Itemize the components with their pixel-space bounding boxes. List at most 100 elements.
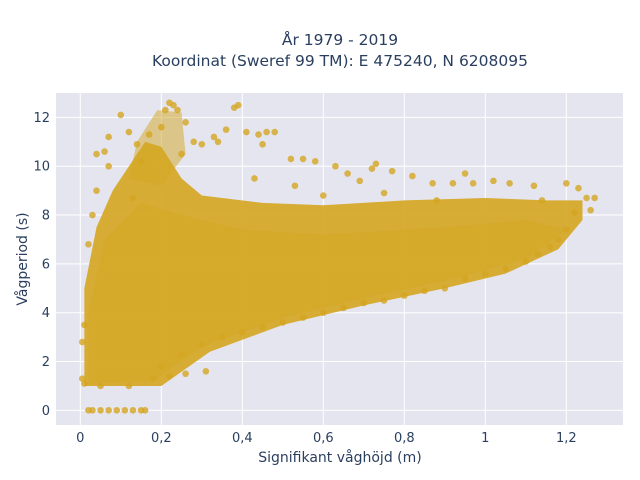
data-point xyxy=(490,177,497,185)
data-point xyxy=(449,180,457,187)
data-point xyxy=(97,382,104,390)
data-point xyxy=(255,131,262,138)
data-point xyxy=(433,197,441,204)
data-point xyxy=(421,287,428,295)
data-point xyxy=(198,140,206,148)
data-point xyxy=(166,372,173,380)
data-point xyxy=(563,226,570,234)
y-axis-label: Vågperiod (s) xyxy=(14,212,31,305)
x-tick-label: 0,8 xyxy=(394,431,415,446)
x-axis-ticks: 0 0,2 0,4 0,6 0,8 1 1,2 xyxy=(76,431,576,446)
data-point xyxy=(340,304,347,312)
y-axis-ticks: 0 2 4 6 8 10 12 xyxy=(33,111,50,419)
data-point xyxy=(137,158,145,165)
data-point xyxy=(546,243,554,251)
data-point xyxy=(145,131,153,138)
data-point xyxy=(89,407,96,414)
data-point xyxy=(299,155,307,163)
data-point xyxy=(93,187,100,194)
y-tick-label: 8 xyxy=(42,209,50,224)
data-point xyxy=(360,299,368,307)
data-point xyxy=(271,128,279,136)
data-point xyxy=(125,382,133,390)
data-point xyxy=(178,150,185,158)
data-point xyxy=(162,106,169,114)
y-tick-label: 4 xyxy=(42,306,50,321)
data-point xyxy=(105,407,112,414)
data-point xyxy=(287,155,295,163)
data-point xyxy=(121,407,129,414)
data-point xyxy=(575,184,582,192)
data-point xyxy=(299,314,307,321)
data-point xyxy=(81,321,88,329)
data-point xyxy=(234,101,242,109)
data-point xyxy=(530,182,538,190)
data-point xyxy=(372,160,380,168)
data-point xyxy=(538,197,546,204)
data-point xyxy=(182,370,189,378)
data-point xyxy=(101,148,108,155)
data-point xyxy=(141,407,149,414)
data-point xyxy=(178,350,185,358)
data-point xyxy=(85,241,92,248)
x-tick-label: 0,4 xyxy=(232,431,253,446)
data-point xyxy=(332,162,339,170)
data-point xyxy=(506,180,513,187)
data-point xyxy=(461,170,469,177)
data-point xyxy=(356,177,364,185)
data-point xyxy=(259,324,266,331)
data-point xyxy=(583,194,590,202)
data-point xyxy=(554,236,562,243)
data-point xyxy=(409,172,416,180)
data-point xyxy=(97,407,104,414)
x-axis-label: Signifikant våghöjd (m) xyxy=(258,449,421,466)
data-point xyxy=(534,250,542,258)
data-point xyxy=(388,167,396,175)
data-point xyxy=(174,106,181,114)
data-points xyxy=(79,99,598,414)
data-point xyxy=(482,270,489,277)
y-tick-label: 0 xyxy=(42,404,50,419)
data-point xyxy=(251,175,258,182)
data-point xyxy=(502,265,509,273)
data-point xyxy=(441,284,449,292)
data-point xyxy=(105,162,112,170)
data-point xyxy=(210,133,218,141)
data-point xyxy=(563,180,570,187)
data-point xyxy=(158,123,165,131)
point-density-band xyxy=(128,110,186,186)
data-point xyxy=(117,111,125,119)
data-point xyxy=(105,133,112,141)
data-point xyxy=(259,140,266,148)
data-point xyxy=(81,380,88,387)
data-point xyxy=(344,170,351,177)
data-point xyxy=(133,140,141,148)
data-point xyxy=(93,150,100,158)
data-point xyxy=(89,211,96,219)
data-point xyxy=(571,209,578,216)
data-point xyxy=(461,275,469,282)
point-density-band xyxy=(88,202,567,384)
data-point xyxy=(190,138,197,146)
data-point xyxy=(129,407,137,414)
data-point xyxy=(263,128,270,136)
data-point xyxy=(239,328,246,336)
y-tick-label: 6 xyxy=(42,257,50,272)
data-point xyxy=(198,341,206,348)
data-point xyxy=(368,165,376,172)
data-point xyxy=(149,375,157,382)
data-point xyxy=(311,158,319,165)
data-point xyxy=(182,118,189,126)
x-tick-label: 0 xyxy=(76,431,84,446)
data-point xyxy=(320,192,327,199)
data-point xyxy=(380,297,388,304)
data-point xyxy=(291,182,299,190)
data-point xyxy=(170,101,177,109)
data-point xyxy=(469,180,477,187)
point-density-bands xyxy=(84,110,583,386)
x-tick-label: 0,2 xyxy=(151,431,172,446)
x-tick-label: 1,2 xyxy=(556,431,577,446)
y-tick-label: 12 xyxy=(33,111,50,126)
data-point xyxy=(218,333,226,341)
chart-title: År 1979 - 2019 xyxy=(282,30,398,49)
